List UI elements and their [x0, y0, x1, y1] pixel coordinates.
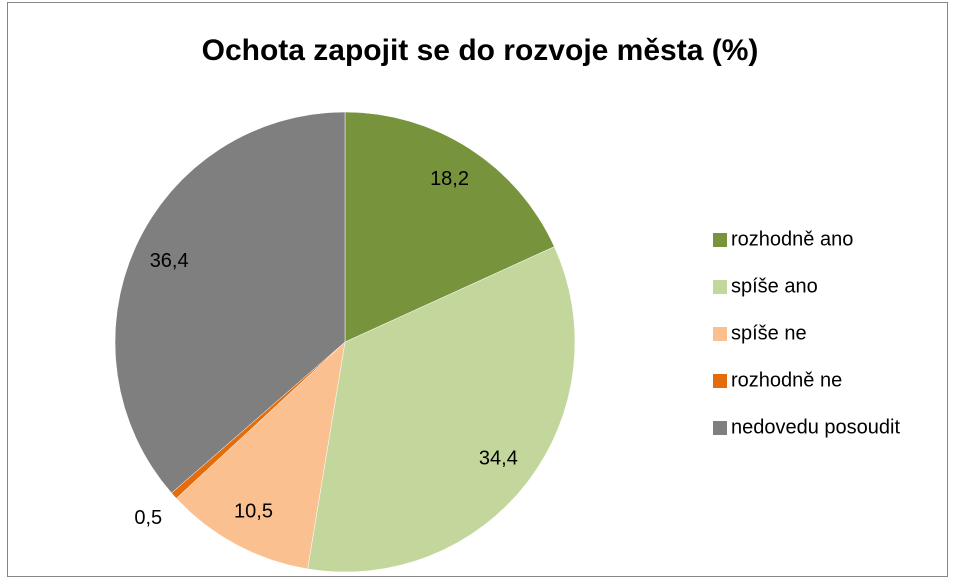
pie-slice	[175, 341, 346, 570]
data-label: 10,5	[234, 500, 273, 522]
legend-swatch	[713, 280, 727, 294]
legend-swatch	[713, 233, 727, 247]
legend-label: spíše ano	[731, 275, 818, 297]
legend-label: spíše ne	[731, 322, 807, 344]
data-label: 0,5	[134, 507, 162, 529]
data-label: 18,2	[430, 168, 469, 190]
legend-swatch	[713, 327, 727, 341]
pie-slice	[307, 246, 576, 573]
data-label: 34,4	[479, 448, 518, 470]
pie-slice	[114, 111, 346, 494]
chart-title: Ochota zapojit se do rozvoje města (%)	[202, 34, 759, 67]
pie-slice	[344, 111, 555, 343]
legend-label: nedovedu posoudit	[731, 416, 900, 438]
legend-label: rozhodně ne	[731, 369, 842, 391]
data-label: 36,4	[150, 250, 189, 272]
legend-label: rozhodně ano	[731, 228, 853, 250]
legend-swatch	[713, 374, 727, 388]
legend-swatch	[713, 421, 727, 435]
